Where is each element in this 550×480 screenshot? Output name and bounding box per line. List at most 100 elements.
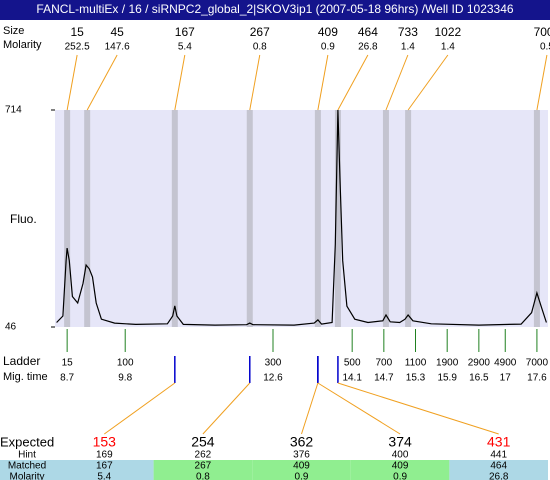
expected-value: 431 [487,434,511,450]
peak-band [533,110,540,327]
peak-size: 15 [70,25,84,39]
ladder-size: 1100 [405,358,427,369]
table-cell [449,460,548,480]
ladder-size: 15 [62,358,74,369]
row-label: Molarity [3,39,42,51]
molarity-value: 26.8 [489,472,509,480]
ladder-time: 15.3 [406,373,426,384]
peak-size: 464 [358,25,378,39]
row-label: Molarity [9,472,44,480]
molarity-value: 0.8 [196,472,210,480]
connector [301,382,319,435]
peak-band [314,110,321,327]
row-label: Size [3,25,24,37]
table-cell [153,460,253,480]
table-cell [252,460,351,480]
plot-area [55,110,548,327]
ladder-size: 4900 [494,358,517,369]
peak-molarity: 0.9 [321,42,335,53]
ladder-size: 300 [265,358,282,369]
matched-value: 464 [490,461,507,472]
peak-band [84,110,91,327]
title-bar [0,0,550,20]
peak-molarity: 5.4 [178,42,192,53]
connector [317,54,329,111]
ladder-size: 500 [344,358,361,369]
connector [86,54,118,111]
table-cell [55,460,154,480]
connector [202,382,251,435]
peak-molarity: 26.8 [358,42,378,53]
hint-value: 441 [490,450,507,461]
y-axis-label: Fluo. [10,212,37,226]
peak-band [382,110,389,327]
connector [407,54,449,111]
peak-band [405,110,412,327]
peak-band [246,110,253,327]
connector [536,54,548,111]
row-label: Expected [0,434,54,449]
peak-molarity: 1.4 [401,42,415,53]
ladder-time: 16.5 [469,373,489,384]
hint-value: 262 [195,450,212,461]
peak-molarity: 1.4 [441,42,455,53]
ladder-time: 14.7 [374,373,394,384]
connector [337,382,499,435]
hint-value: 169 [96,450,113,461]
matched-value: 409 [392,461,409,472]
ladder-size: 1900 [436,358,459,369]
row-label: Ladder [3,354,40,368]
expected-value: 153 [93,434,117,450]
matched-value: 167 [96,461,113,472]
connector [174,54,186,111]
ladder-time: 9.8 [118,373,132,384]
row-label: Matched [8,461,46,472]
peak-band [64,110,71,327]
trace [56,109,547,326]
table-cell [350,460,450,480]
expected-value: 374 [388,434,412,450]
peak-size: 267 [250,25,270,39]
hint-value: 400 [392,450,409,461]
ladder-time: 17.6 [527,373,547,384]
molarity-value: 0.9 [393,472,407,480]
y-tick-label: 46 [5,322,17,333]
connector [385,54,409,111]
peak-molarity: 252.5 [65,42,90,53]
row-label: Hint [18,450,36,461]
peak-size: 7000 [534,25,550,39]
matched-value: 267 [195,461,212,472]
peak-size: 409 [318,25,338,39]
ladder-size: 100 [117,358,134,369]
expected-value: 362 [290,434,314,450]
connector [66,54,78,111]
hint-value: 376 [293,450,310,461]
peak-molarity: 147.6 [105,42,130,53]
row-label: Mig. time [3,371,48,383]
ladder-time: 8.7 [60,373,74,384]
molarity-value: 5.4 [97,472,111,480]
y-tick-label: 714 [5,105,22,116]
ladder-size: 700 [375,358,392,369]
connector [317,382,401,435]
ladder-time: 12.6 [263,373,283,384]
label-cell [0,460,55,480]
peak-band [334,110,341,327]
expected-value: 254 [191,434,215,450]
molarity-value: 0.9 [295,472,309,480]
chart-title: FANCL-multiEx / 16 / siRNPC2_global_2|SK… [36,2,513,16]
connector [249,54,261,111]
peak-molarity: 0.8 [253,42,267,53]
peak-size: 167 [175,25,195,39]
ladder-time: 15.9 [437,373,457,384]
ladder-time: 17 [500,373,512,384]
ladder-size: 7000 [526,358,549,369]
peak-size: 733 [398,25,418,39]
connector [104,382,176,435]
connector [337,54,369,111]
peak-band [171,110,178,327]
peak-size: 45 [110,25,124,39]
matched-value: 409 [293,461,310,472]
peak-molarity: 0.5 [540,42,550,53]
